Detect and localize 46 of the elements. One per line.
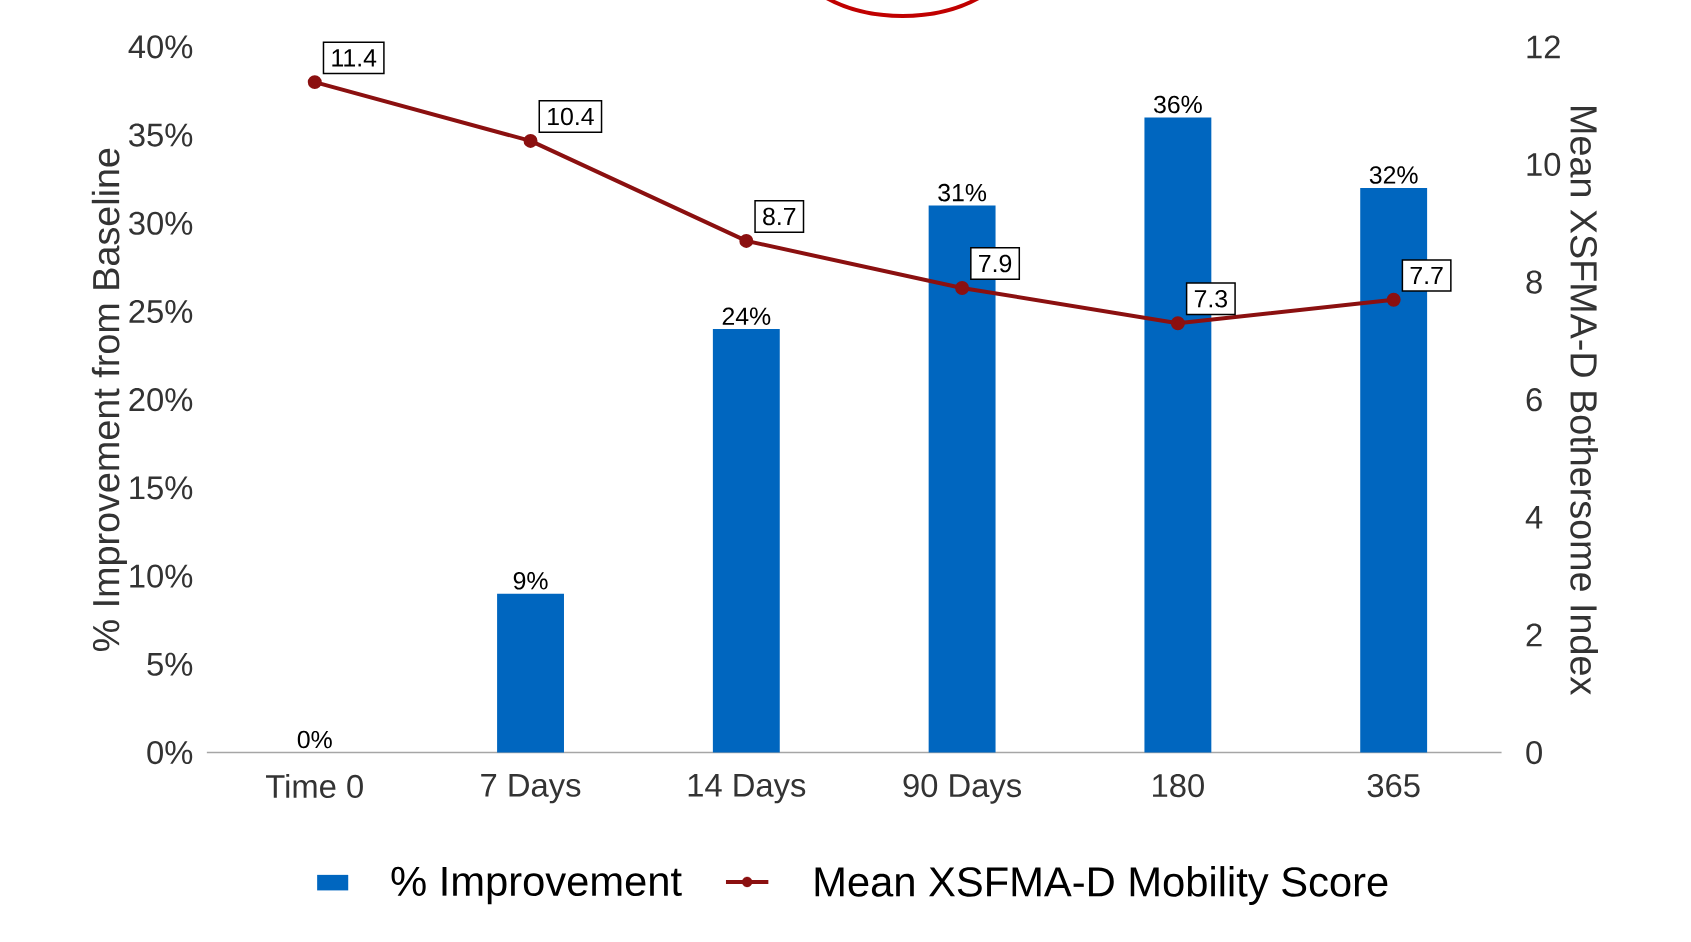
- data-label: 10.4: [548, 107, 594, 126]
- x-tick-label: 7 Days: [481, 774, 581, 804]
- point: [523, 133, 538, 148]
- data-label: 32%: [1369, 166, 1418, 184]
- point: [1170, 316, 1185, 331]
- y-tick-label: 20%: [129, 388, 193, 412]
- data-label: 7.3: [1194, 290, 1227, 308]
- y-tick-label: 25%: [129, 299, 193, 324]
- x-tick-label: 365: [1367, 774, 1420, 798]
- data-label: 24%: [722, 307, 771, 325]
- data-label: 8.7: [763, 207, 796, 226]
- y2-tick-label: 0: [1526, 740, 1542, 765]
- y2-tick-label: 10: [1527, 152, 1561, 177]
- data-label: 0%: [297, 730, 332, 749]
- point: [307, 75, 322, 90]
- data-label: 11.4: [332, 49, 377, 67]
- x-tick-label: 180: [1153, 774, 1204, 798]
- data-label: 9%: [513, 572, 548, 590]
- y-tick-label: 15%: [130, 476, 193, 500]
- y2-tick-label: 8: [1526, 270, 1542, 294]
- point: [1386, 292, 1401, 307]
- data-label: 36%: [1153, 95, 1202, 114]
- y-tick-label: 40%: [128, 35, 193, 59]
- x-tick-label: Time 0: [266, 774, 363, 799]
- x-tick-label: 14 Days: [688, 774, 806, 804]
- y-tick-label: 30%: [129, 211, 193, 235]
- legend-label: % Improvement: [391, 866, 682, 905]
- y2-tick-label: 4: [1525, 506, 1543, 529]
- y-tick-label: 5%: [147, 652, 193, 676]
- y-tick-label: 35%: [129, 123, 193, 147]
- point: [739, 233, 754, 248]
- y-axis-title: % Improvement from Baseline: [91, 148, 127, 652]
- data-label: 7.9: [979, 254, 1012, 273]
- data-label: 7.7: [1410, 266, 1443, 285]
- x-tick-label: 90 Days: [903, 774, 1021, 804]
- y-tick-label: 10%: [130, 564, 193, 588]
- y2-tick-label: 6: [1526, 388, 1542, 412]
- bar: [497, 593, 564, 753]
- y2-tick-label: 2: [1526, 623, 1542, 647]
- y-tick-label: 0%: [147, 740, 193, 765]
- y2-axis-title: Mean XSFMA-D Bothersome Index: [1570, 107, 1598, 695]
- point: [955, 281, 970, 295]
- legend-label: Mean XSFMA-D Mobility Score: [815, 866, 1388, 906]
- bar: [712, 329, 780, 753]
- y2-tick-label: 12: [1527, 35, 1560, 59]
- data-label: 31%: [938, 183, 987, 202]
